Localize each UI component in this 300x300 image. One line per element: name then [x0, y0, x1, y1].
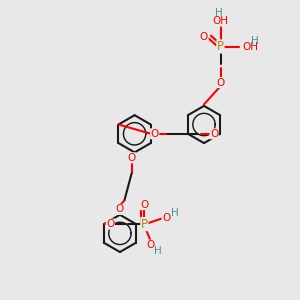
Text: P: P	[141, 218, 148, 231]
Text: H: H	[154, 246, 162, 256]
Text: P: P	[217, 40, 224, 53]
Text: O: O	[116, 204, 124, 214]
Text: O: O	[151, 129, 159, 139]
Text: OH: OH	[212, 16, 229, 26]
Text: O: O	[162, 213, 170, 223]
Text: O: O	[216, 77, 225, 88]
Text: OH: OH	[242, 41, 259, 52]
Text: H: H	[171, 208, 179, 218]
Text: H: H	[251, 36, 259, 46]
Text: O: O	[140, 200, 148, 210]
Text: O: O	[146, 240, 154, 250]
Text: H: H	[215, 8, 223, 19]
Text: O: O	[128, 153, 136, 163]
Text: O: O	[200, 32, 208, 43]
Text: O: O	[106, 219, 115, 229]
Text: O: O	[210, 129, 218, 139]
